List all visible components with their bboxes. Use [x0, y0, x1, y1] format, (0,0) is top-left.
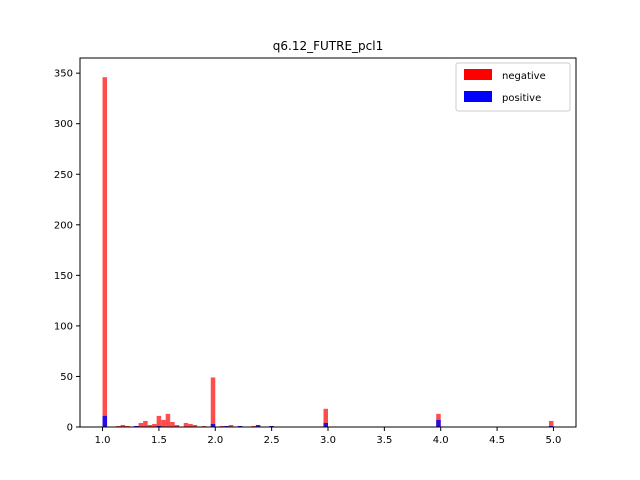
y-tick-label: 350 — [54, 69, 73, 80]
x-tick-label: 2.0 — [207, 435, 223, 446]
negative-bar — [161, 419, 166, 427]
negative-bar — [138, 422, 144, 427]
chart-title: q6.12_FUTRE_pcl1 — [273, 39, 383, 53]
legend-label-negative: negative — [502, 71, 546, 82]
positive-bar — [548, 425, 554, 427]
negative-bar — [228, 424, 234, 427]
x-axis: 1.0 1.5 2.0 2.5 3.0 3.5 4.0 4.5 5.0 — [95, 427, 562, 446]
negative-bar — [323, 408, 328, 427]
x-tick-label: 1.0 — [95, 435, 111, 446]
y-tick-label: 100 — [54, 321, 73, 332]
positive-bar — [134, 425, 139, 427]
negative-bar — [188, 423, 193, 427]
negative-bar — [548, 420, 554, 427]
negative-bar — [251, 425, 256, 427]
x-tick-label: 3.5 — [376, 435, 392, 446]
negative-bar — [183, 422, 189, 427]
legend-label-positive: positive — [502, 93, 541, 104]
positive-bar — [102, 415, 108, 427]
y-tick-label: 50 — [60, 372, 73, 383]
negative-bar — [174, 424, 180, 427]
y-tick-label: 300 — [54, 119, 73, 130]
legend-swatch-positive — [464, 91, 492, 102]
positive-bar — [237, 425, 243, 427]
x-tick-label: 4.0 — [433, 435, 449, 446]
y-axis: 0 50 100 150 200 250 300 350 — [54, 69, 80, 434]
negative-bar — [102, 77, 108, 428]
x-tick-label: 3.0 — [320, 435, 336, 446]
negative-bar — [125, 425, 130, 427]
x-tick-label: 2.5 — [264, 435, 280, 446]
legend-swatch-negative — [464, 69, 492, 80]
negative-bar — [147, 424, 153, 427]
x-tick-label: 5.0 — [546, 435, 562, 446]
x-tick-label: 1.5 — [151, 435, 167, 446]
negative-bar — [120, 424, 126, 427]
y-tick-label: 0 — [67, 423, 73, 434]
plot-frame — [79, 57, 577, 428]
bars-layer — [102, 77, 554, 428]
negative-bar — [170, 421, 175, 427]
negative-bar — [116, 425, 121, 427]
negative-bar — [156, 415, 162, 427]
positive-bar — [210, 423, 216, 427]
positive-bar — [156, 425, 162, 427]
positive-bar — [255, 424, 261, 427]
negative-bar — [201, 425, 207, 427]
positive-bar — [323, 422, 328, 427]
y-tick-label: 250 — [54, 170, 73, 181]
negative-bar — [143, 420, 148, 427]
y-tick-label: 200 — [54, 220, 73, 231]
negative-bar — [152, 423, 157, 427]
x-tick-label: 4.5 — [489, 435, 505, 446]
negative-bar — [165, 413, 171, 427]
negative-bar — [192, 424, 198, 427]
positive-bar — [436, 419, 441, 427]
positive-bar — [269, 425, 274, 427]
negative-bar — [210, 377, 216, 427]
negative-bar — [219, 425, 225, 427]
positive-bar — [224, 425, 229, 427]
legend: negative positive — [455, 62, 571, 112]
y-tick-label: 150 — [54, 271, 73, 282]
